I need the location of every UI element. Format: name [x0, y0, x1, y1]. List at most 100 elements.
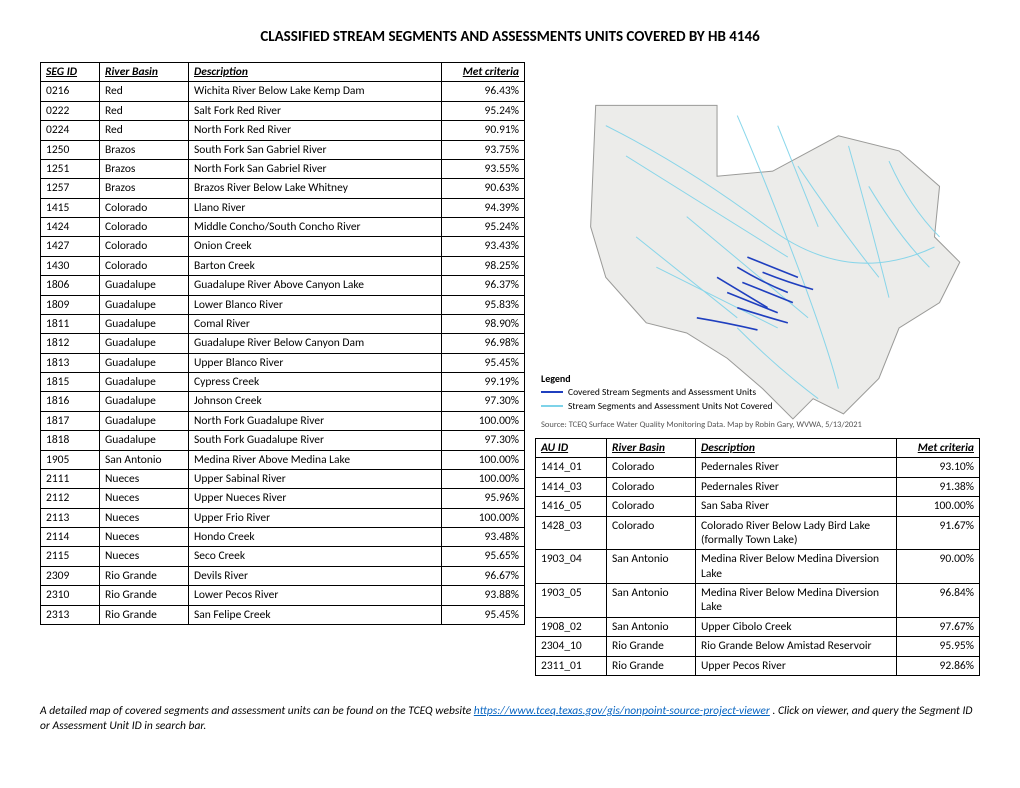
cell-seg: 2112 — [41, 489, 100, 508]
cell-desc: Hondo Creek — [189, 528, 442, 547]
cell-seg: 1257 — [41, 179, 100, 198]
cell-basin: Colorado — [607, 497, 696, 516]
table-row: 0222RedSalt Fork Red River95.24% — [41, 101, 525, 120]
page-title: CLASSIFIED STREAM SEGMENTS AND ASSESSMEN… — [40, 28, 980, 46]
cell-desc: Medina River Below Medina Diversion Lake — [696, 584, 897, 618]
texas-outline — [591, 105, 960, 419]
legend-swatch-covered — [541, 391, 563, 393]
cell-basin: Guadalupe — [100, 392, 189, 411]
cell-seg: 0224 — [41, 121, 100, 140]
table-row: 1908_02San AntonioUpper Cibolo Creek97.6… — [536, 617, 980, 636]
table-row: 1430ColoradoBarton Creek98.25% — [41, 256, 525, 275]
cell-met: 96.98% — [442, 334, 525, 353]
cell-desc: Guadalupe River Below Canyon Dam — [189, 334, 442, 353]
cell-seg: 1816 — [41, 392, 100, 411]
cell-au: 1414_01 — [536, 458, 607, 477]
table-header-row: SEG ID River Basin Description Met crite… — [41, 63, 525, 82]
col-met-header: Met criteria — [897, 439, 980, 458]
cell-desc: Salt Fork Red River — [189, 101, 442, 120]
legend-title: Legend — [541, 373, 773, 385]
cell-seg: 1815 — [41, 373, 100, 392]
cell-met: 100.00% — [442, 508, 525, 527]
col-au-header: AU ID — [536, 439, 607, 458]
cell-desc: Pedernales River — [696, 458, 897, 477]
cell-desc: Guadalupe River Above Canyon Lake — [189, 276, 442, 295]
table-row: 1428_03ColoradoColorado River Below Lady… — [536, 516, 980, 550]
right-column: Legend Covered Stream Segments and Asses… — [535, 62, 980, 676]
map-legend: Legend Covered Stream Segments and Asses… — [541, 373, 773, 414]
cell-basin: Guadalupe — [100, 411, 189, 430]
cell-au: 1908_02 — [536, 617, 607, 636]
cell-basin: Guadalupe — [100, 431, 189, 450]
cell-basin: San Antonio — [607, 550, 696, 584]
cell-desc: South Fork Guadalupe River — [189, 431, 442, 450]
cell-basin: Colorado — [607, 477, 696, 496]
table-row: 2304_10Rio GrandeRio Grande Below Amista… — [536, 637, 980, 656]
table-row: 1903_05San AntonioMedina River Below Med… — [536, 584, 980, 618]
table-row: 2113NuecesUpper Frio River100.00% — [41, 508, 525, 527]
cell-au: 2304_10 — [536, 637, 607, 656]
cell-met: 91.67% — [897, 516, 980, 550]
cell-basin: Rio Grande — [100, 586, 189, 605]
legend-swatch-notcovered — [541, 405, 563, 407]
cell-desc: Upper Cibolo Creek — [696, 617, 897, 636]
footnote-link[interactable]: https://www.tceq.texas.gov/gis/nonpoint-… — [474, 704, 770, 718]
cell-basin: Colorado — [607, 516, 696, 550]
footnote-lead: A detailed map of covered segments and a… — [40, 704, 474, 718]
cell-basin: Guadalupe — [100, 276, 189, 295]
cell-met: 91.38% — [897, 477, 980, 496]
cell-au: 1416_05 — [536, 497, 607, 516]
cell-seg: 2313 — [41, 605, 100, 624]
table-row: 1817GuadalupeNorth Fork Guadalupe River1… — [41, 411, 525, 430]
table-row: 0216RedWichita River Below Lake Kemp Dam… — [41, 82, 525, 101]
col-desc-header: Description — [696, 439, 897, 458]
table-row: 1427ColoradoOnion Creek93.43% — [41, 237, 525, 256]
cell-met: 90.91% — [442, 121, 525, 140]
cell-seg: 1250 — [41, 140, 100, 159]
cell-desc: Onion Creek — [189, 237, 442, 256]
cell-met: 100.00% — [442, 469, 525, 488]
cell-desc: North Fork Guadalupe River — [189, 411, 442, 430]
cell-desc: Cypress Creek — [189, 373, 442, 392]
cell-desc: Barton Creek — [189, 256, 442, 275]
table-row: 1414_01ColoradoPedernales River93.10% — [536, 458, 980, 477]
cell-met: 93.48% — [442, 528, 525, 547]
cell-seg: 1905 — [41, 450, 100, 469]
cell-met: 90.63% — [442, 179, 525, 198]
cell-basin: Colorado — [100, 198, 189, 217]
cell-au: 1903_05 — [536, 584, 607, 618]
cell-desc: Rio Grande Below Amistad Reservoir — [696, 637, 897, 656]
cell-basin: Guadalupe — [100, 353, 189, 372]
cell-au: 1903_04 — [536, 550, 607, 584]
cell-basin: Nueces — [100, 469, 189, 488]
cell-seg: 1818 — [41, 431, 100, 450]
cell-met: 96.43% — [442, 82, 525, 101]
cell-seg: 0222 — [41, 101, 100, 120]
table-row: 1424ColoradoMiddle Concho/South Concho R… — [41, 218, 525, 237]
cell-seg: 2115 — [41, 547, 100, 566]
cell-met: 96.67% — [442, 566, 525, 585]
cell-basin: Guadalupe — [100, 373, 189, 392]
cell-basin: Nueces — [100, 508, 189, 527]
cell-met: 97.30% — [442, 431, 525, 450]
cell-desc: San Felipe Creek — [189, 605, 442, 624]
cell-desc: Upper Sabinal River — [189, 469, 442, 488]
cell-desc: Medina River Above Medina Lake — [189, 450, 442, 469]
cell-seg: 2114 — [41, 528, 100, 547]
table-row: 2311_01Rio GrandeUpper Pecos River92.86% — [536, 656, 980, 675]
cell-basin: Colorado — [100, 218, 189, 237]
cell-desc: North Fork San Gabriel River — [189, 159, 442, 178]
cell-seg: 1806 — [41, 276, 100, 295]
cell-met: 95.95% — [897, 637, 980, 656]
cell-desc: Upper Frio River — [189, 508, 442, 527]
table-row: 2310Rio GrandeLower Pecos River93.88% — [41, 586, 525, 605]
cell-basin: Colorado — [100, 237, 189, 256]
cell-desc: Colorado River Below Lady Bird Lake (for… — [696, 516, 897, 550]
cell-basin: San Antonio — [607, 617, 696, 636]
texas-map: Legend Covered Stream Segments and Asses… — [535, 62, 980, 432]
cell-met: 97.30% — [442, 392, 525, 411]
cell-seg: 2310 — [41, 586, 100, 605]
cell-met: 93.88% — [442, 586, 525, 605]
cell-seg: 0216 — [41, 82, 100, 101]
cell-desc: South Fork San Gabriel River — [189, 140, 442, 159]
